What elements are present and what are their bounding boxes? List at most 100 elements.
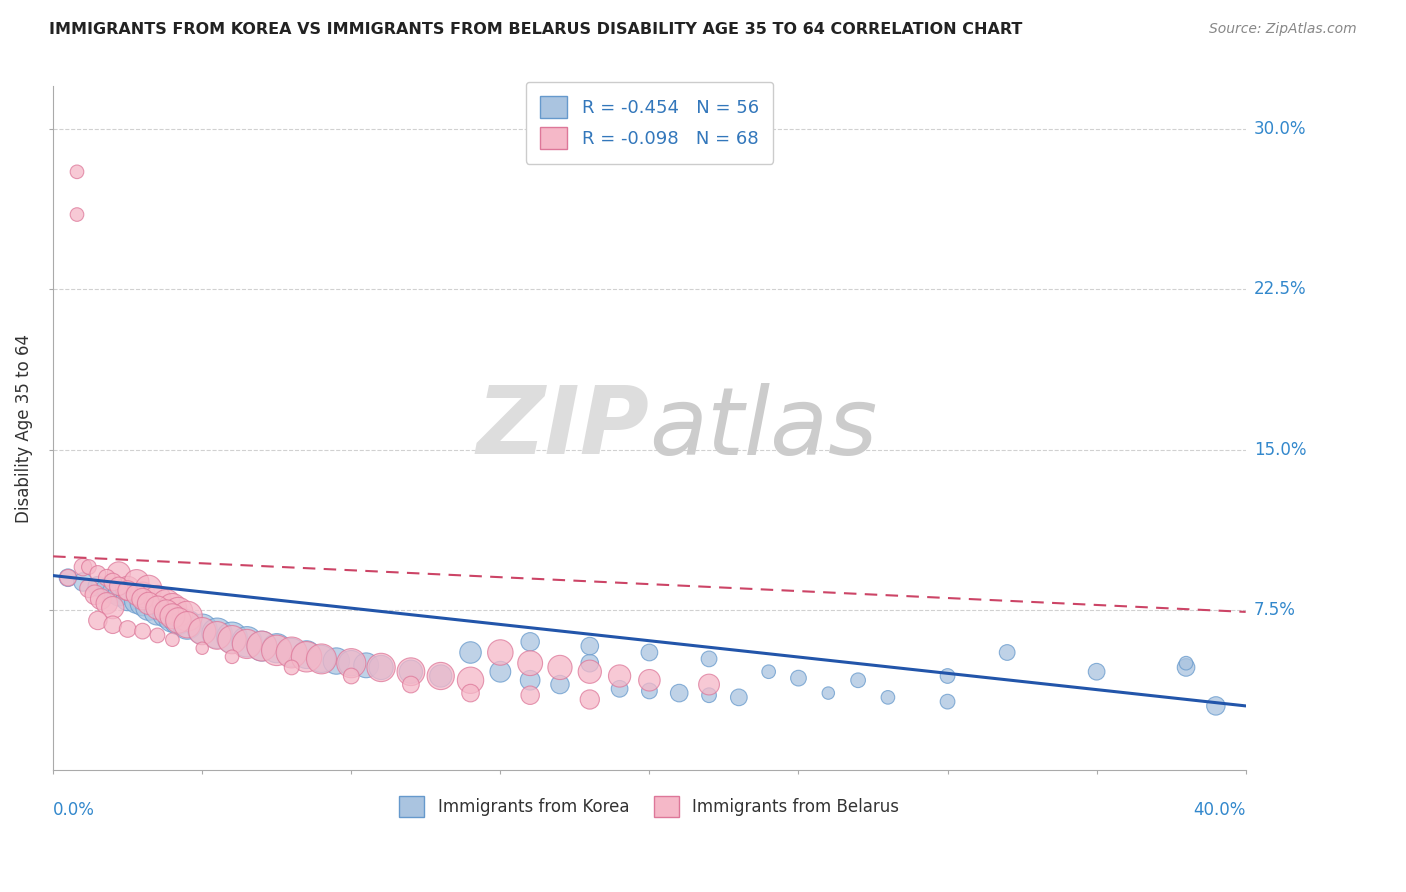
- Point: [697, 688, 720, 702]
- Point: [638, 645, 661, 659]
- Point: [519, 635, 541, 649]
- Point: [399, 677, 422, 691]
- Point: [66, 208, 89, 222]
- Point: [146, 628, 169, 642]
- Point: [101, 585, 124, 599]
- Point: [146, 600, 169, 615]
- Point: [72, 574, 94, 589]
- Point: [155, 596, 177, 610]
- Point: [176, 609, 198, 624]
- Point: [370, 660, 392, 674]
- Point: [1175, 660, 1198, 674]
- Point: [87, 579, 110, 593]
- Point: [266, 643, 288, 657]
- Point: [101, 600, 124, 615]
- Point: [1175, 656, 1198, 670]
- Point: [936, 669, 959, 683]
- Text: IMMIGRANTS FROM KOREA VS IMMIGRANTS FROM BELARUS DISABILITY AGE 35 TO 64 CORRELA: IMMIGRANTS FROM KOREA VS IMMIGRANTS FROM…: [49, 22, 1022, 37]
- Point: [354, 658, 377, 673]
- Point: [146, 592, 169, 607]
- Point: [489, 665, 512, 679]
- Point: [138, 600, 160, 615]
- Point: [429, 669, 451, 683]
- Point: [138, 582, 160, 596]
- Point: [131, 592, 153, 607]
- Point: [460, 673, 482, 688]
- Point: [370, 660, 392, 674]
- Point: [727, 690, 749, 705]
- Text: 7.5%: 7.5%: [1254, 601, 1296, 619]
- Point: [758, 665, 780, 679]
- Point: [56, 571, 79, 585]
- Point: [877, 690, 900, 705]
- Point: [325, 654, 347, 668]
- Point: [176, 617, 198, 632]
- Point: [340, 669, 363, 683]
- Legend: Immigrants from Korea, Immigrants from Belarus: Immigrants from Korea, Immigrants from B…: [392, 789, 905, 823]
- Point: [72, 560, 94, 574]
- Point: [311, 652, 333, 666]
- Point: [250, 639, 273, 653]
- Point: [548, 677, 571, 691]
- Point: [578, 665, 600, 679]
- Point: [96, 571, 118, 585]
- Text: 0.0%: 0.0%: [53, 800, 96, 819]
- Point: [146, 605, 169, 619]
- Text: Source: ZipAtlas.com: Source: ZipAtlas.com: [1209, 22, 1357, 37]
- Point: [399, 665, 422, 679]
- Point: [191, 641, 214, 656]
- Point: [846, 673, 869, 688]
- Point: [101, 617, 124, 632]
- Point: [519, 673, 541, 688]
- Point: [295, 649, 318, 664]
- Point: [460, 686, 482, 700]
- Point: [1205, 698, 1227, 713]
- Point: [96, 596, 118, 610]
- Point: [609, 681, 631, 696]
- Point: [125, 574, 148, 589]
- Point: [107, 566, 129, 581]
- Text: 15.0%: 15.0%: [1254, 441, 1306, 458]
- Point: [697, 677, 720, 691]
- Point: [167, 614, 190, 628]
- Point: [205, 628, 228, 642]
- Point: [167, 614, 190, 628]
- Point: [340, 656, 363, 670]
- Point: [280, 645, 302, 659]
- Point: [83, 588, 105, 602]
- Point: [162, 611, 184, 625]
- Point: [638, 673, 661, 688]
- Point: [162, 609, 184, 624]
- Point: [117, 582, 139, 596]
- Point: [236, 637, 259, 651]
- Point: [697, 652, 720, 666]
- Point: [460, 645, 482, 659]
- Point: [162, 632, 184, 647]
- Point: [995, 645, 1018, 659]
- Point: [936, 695, 959, 709]
- Text: ZIP: ZIP: [477, 382, 650, 475]
- Text: 22.5%: 22.5%: [1254, 280, 1306, 298]
- Point: [280, 660, 302, 674]
- Point: [399, 665, 422, 679]
- Point: [205, 626, 228, 640]
- Point: [131, 596, 153, 610]
- Point: [117, 622, 139, 636]
- Point: [90, 592, 112, 607]
- Point: [96, 582, 118, 596]
- Point: [191, 622, 214, 636]
- Point: [167, 605, 190, 619]
- Point: [107, 579, 129, 593]
- Point: [155, 607, 177, 621]
- Point: [489, 645, 512, 659]
- Point: [236, 635, 259, 649]
- Point: [578, 692, 600, 706]
- Point: [87, 566, 110, 581]
- Point: [295, 648, 318, 662]
- Point: [519, 688, 541, 702]
- Point: [77, 560, 100, 574]
- Point: [155, 605, 177, 619]
- Point: [101, 574, 124, 589]
- Point: [340, 656, 363, 670]
- Point: [817, 686, 839, 700]
